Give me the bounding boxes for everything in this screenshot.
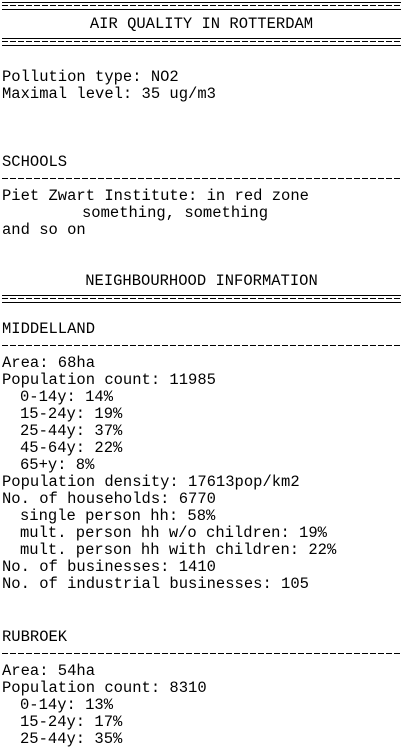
pollution-level: Maximal level: 35 ug/m3: [2, 86, 216, 103]
district-industrial-businesses: No. of industrial businesses: 105: [2, 576, 309, 593]
district-area: Area: 54ha: [2, 663, 96, 680]
top-double-rule: [2, 2, 401, 10]
household-type: mult. person hh w/o children: 19%: [20, 525, 327, 542]
neighbourhood-heading: NEIGHBOURHOOD INFORMATION: [85, 273, 318, 290]
school-line: and so on: [2, 222, 86, 239]
neighbourhood-double-rule: [2, 295, 401, 303]
age-group: 25-44y: 35%: [20, 731, 123, 748]
school-line: Piet Zwart Institute: in red zone: [2, 188, 309, 205]
age-group: 0-14y: 13%: [20, 697, 114, 714]
age-group: 15-24y: 17%: [20, 714, 123, 731]
household-type: single person hh: 58%: [20, 508, 216, 525]
age-group: 15-24y: 19%: [20, 406, 123, 423]
district-area: Area: 68ha: [2, 355, 96, 372]
age-group: 25-44y: 37%: [20, 423, 123, 440]
district-population: Population count: 11985: [2, 372, 216, 389]
pollution-type: Pollution type: NO2: [2, 69, 179, 86]
district-rule: [2, 345, 401, 346]
age-group: 0-14y: 14%: [20, 389, 114, 406]
age-group: 45-64y: 22%: [20, 440, 123, 457]
district-density: Population density: 17613pop/km2: [2, 474, 300, 491]
age-group: 65+y: 8%: [20, 457, 95, 474]
district-name: RUBROEK: [2, 629, 68, 646]
district-households: No. of households: 6770: [2, 491, 216, 508]
district-name: MIDDELLAND: [2, 321, 96, 338]
district-population: Population count: 8310: [2, 680, 207, 697]
schools-rule: [2, 178, 401, 179]
district-businesses: No. of businesses: 1410: [2, 559, 216, 576]
schools-heading: SCHOOLS: [2, 154, 68, 171]
title-double-rule: [2, 38, 401, 46]
page-title: AIR QUALITY IN ROTTERDAM: [89, 16, 314, 33]
household-type: mult. person hh with children: 22%: [20, 542, 337, 559]
district-rule: [2, 653, 401, 654]
school-line: something, something: [82, 205, 269, 222]
